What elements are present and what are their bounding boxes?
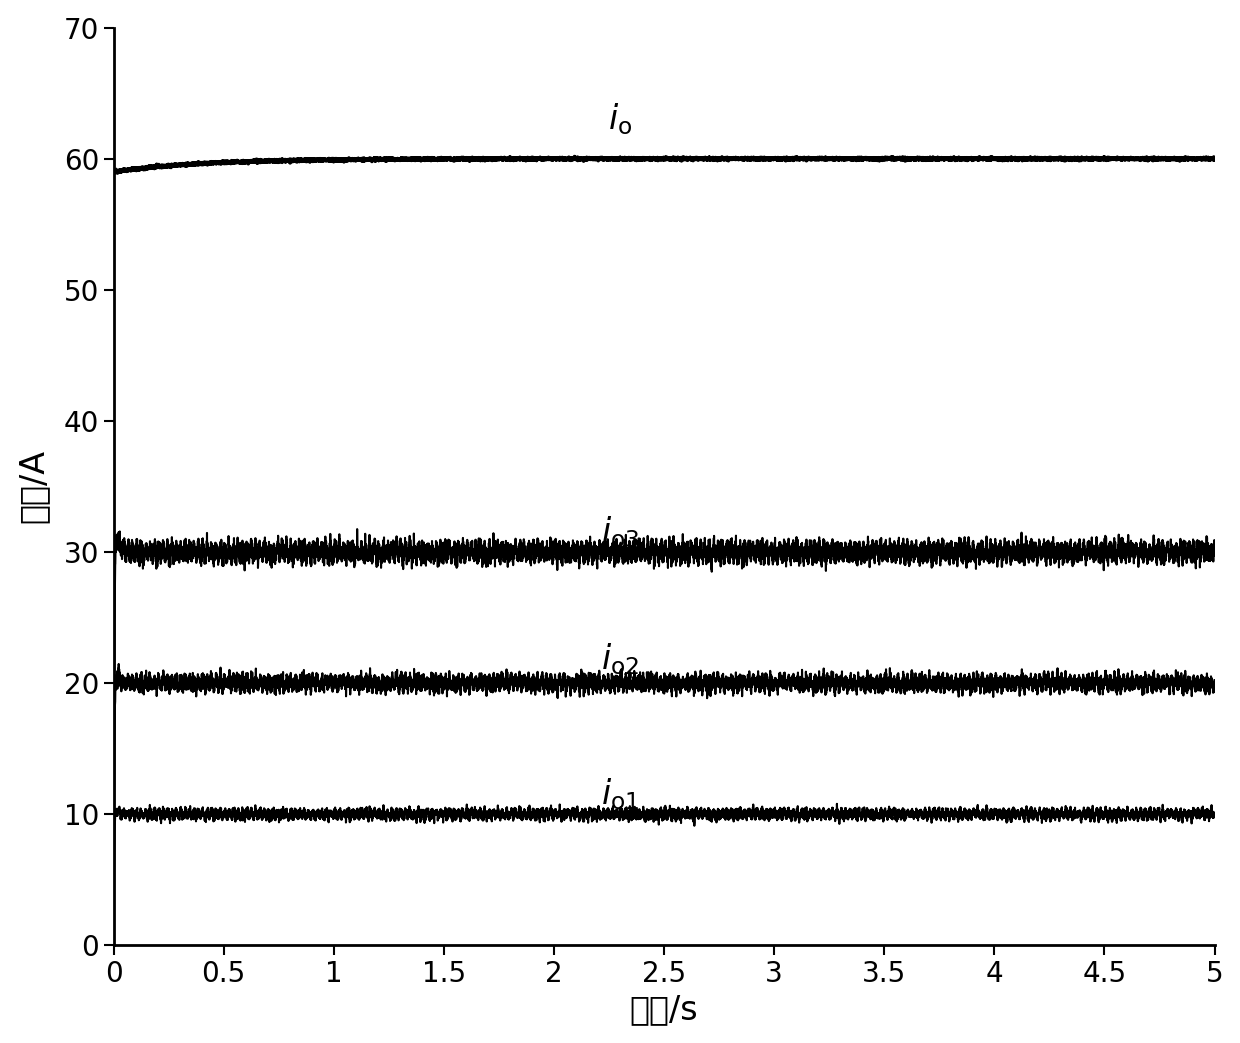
Text: $i_\mathrm{o1}$: $i_\mathrm{o1}$ — [601, 777, 639, 812]
Text: $i_\mathrm{o3}$: $i_\mathrm{o3}$ — [601, 514, 640, 550]
X-axis label: 时间/s: 时间/s — [630, 993, 698, 1026]
Text: $i_\mathrm{o}$: $i_\mathrm{o}$ — [608, 101, 632, 138]
Y-axis label: 电流/A: 电流/A — [16, 450, 50, 524]
Text: $i_\mathrm{o2}$: $i_\mathrm{o2}$ — [601, 641, 639, 677]
